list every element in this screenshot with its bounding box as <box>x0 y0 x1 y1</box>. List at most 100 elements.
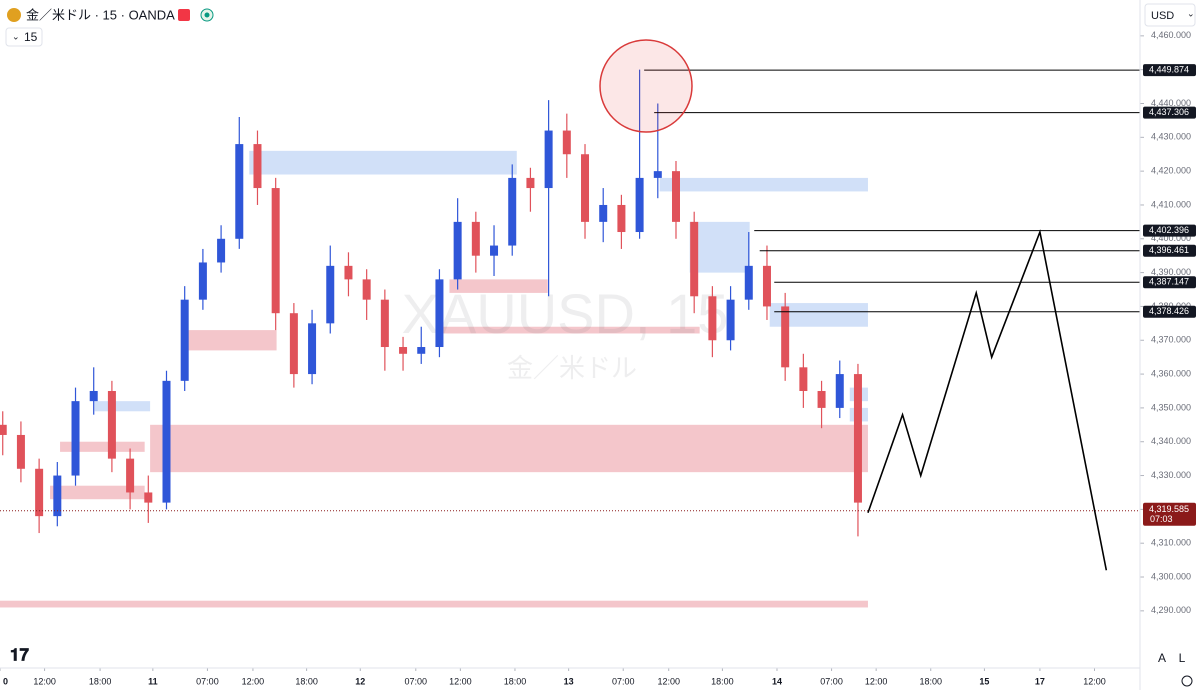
y-tick-label: 4,430.000 <box>1151 132 1191 142</box>
flag-icon[interactable] <box>178 9 190 21</box>
candle-body <box>799 367 808 391</box>
countdown-label: 07:03 <box>1150 514 1173 524</box>
logo[interactable]: 𝟏𝟕 <box>10 645 29 664</box>
candle-body <box>708 296 717 341</box>
candle-body <box>380 299 389 348</box>
candle-body <box>16 434 25 469</box>
projection-line <box>867 229 1108 571</box>
level-label-box <box>1143 64 1196 77</box>
candle-body <box>162 380 171 503</box>
highlight-circle <box>599 39 693 133</box>
watermark-name: 金／米ドル <box>507 353 637 383</box>
level-label-box <box>1143 106 1196 119</box>
log-scale-button[interactable]: L <box>1179 651 1186 665</box>
candle-body <box>853 374 862 503</box>
candle-body <box>144 492 153 503</box>
interval-button[interactable] <box>5 27 43 47</box>
x-tick-label: 13 <box>564 676 574 686</box>
zone <box>186 330 277 351</box>
candle-body <box>126 458 135 493</box>
candle-body <box>0 424 7 435</box>
y-tick-label: 4,460.000 <box>1151 30 1191 40</box>
candle-body <box>198 262 207 300</box>
candle-body <box>544 130 553 189</box>
level-label-box <box>1143 305 1196 318</box>
y-tick-label: 4,330.000 <box>1151 470 1191 480</box>
x-tick-label: 07:00 <box>820 676 843 686</box>
candle-body <box>35 468 44 517</box>
y-tick-label: 4,340.000 <box>1151 436 1191 446</box>
level-label-box <box>1143 224 1196 237</box>
candle-body <box>617 204 626 233</box>
candle-body <box>107 390 116 459</box>
candle-body <box>289 313 298 375</box>
level-label-box <box>1143 244 1196 257</box>
candle-body <box>690 221 699 297</box>
candle-body <box>71 401 80 476</box>
candle-body <box>526 177 535 189</box>
level-label: 4,437.306 <box>1149 107 1189 117</box>
candle-body <box>635 177 644 233</box>
x-tick-label: 07:00 <box>405 676 428 686</box>
zone <box>769 303 868 327</box>
candle-body <box>344 265 353 280</box>
x-tick-label: 14 <box>772 676 782 686</box>
y-tick-label: 4,410.000 <box>1151 199 1191 209</box>
level-label: 4,378.426 <box>1149 306 1189 316</box>
level-label: 4,449.874 <box>1149 64 1189 74</box>
zone <box>0 600 868 608</box>
candle-body <box>271 188 280 314</box>
x-tick-label: 12:00 <box>449 676 472 686</box>
x-tick-label: 18:00 <box>711 676 734 686</box>
candle-body <box>253 144 262 189</box>
symbol-title[interactable]: 金／米ドル · 15 · OANDA <box>26 7 175 22</box>
x-tick-label: 07:00 <box>612 676 635 686</box>
y-tick-label: 4,310.000 <box>1151 538 1191 548</box>
y-tick-label: 4,290.000 <box>1151 605 1191 615</box>
x-tick-label: 12 <box>355 676 365 686</box>
candle-body <box>217 238 226 263</box>
candle-body <box>362 279 371 300</box>
zone <box>449 279 548 293</box>
level-label: 4,387.147 <box>1149 277 1189 287</box>
zone <box>436 326 700 334</box>
level-label: 4,402.396 <box>1149 225 1189 235</box>
x-tick-label: 18:00 <box>919 676 942 686</box>
x-tick-label: 12:00 <box>242 676 265 686</box>
watermark-symbol: XAUUSD, 15 <box>402 282 729 345</box>
candle-body <box>453 221 462 280</box>
candle-body <box>435 279 444 348</box>
candle-body <box>744 265 753 300</box>
y-tick-label: 4,350.000 <box>1151 402 1191 412</box>
candle-body <box>562 130 571 155</box>
y-tick-label: 4,390.000 <box>1151 267 1191 277</box>
candle-body <box>762 265 771 307</box>
zone <box>150 424 868 473</box>
zone <box>94 401 151 412</box>
candle-body <box>817 390 826 408</box>
candle-body <box>581 154 590 222</box>
candle-body <box>671 171 680 222</box>
currency-button[interactable] <box>1144 3 1196 27</box>
symbol-icon <box>7 8 21 22</box>
y-tick-label: 4,370.000 <box>1151 335 1191 345</box>
settings-icon[interactable] <box>1181 675 1193 687</box>
candle-body <box>653 171 662 178</box>
currency-label: USD <box>1151 10 1174 22</box>
candle-body <box>835 374 844 408</box>
x-tick-label: 18:00 <box>295 676 318 686</box>
x-tick-label: 12:00 <box>657 676 680 686</box>
y-tick-label: 4,360.000 <box>1151 368 1191 378</box>
chevron: ⌄ <box>1187 8 1195 18</box>
zone <box>689 221 750 273</box>
last-price-label: 4,319.585 <box>1149 504 1189 514</box>
x-tick-label: 07:00 <box>196 676 219 686</box>
candle-body <box>508 177 517 246</box>
x-tick-label: 18:00 <box>504 676 527 686</box>
candle-body <box>53 475 62 517</box>
candle-body <box>89 390 98 402</box>
chevron: ⌄ <box>12 31 20 41</box>
y-tick-label: 4,400.000 <box>1151 233 1191 243</box>
auto-scale-button[interactable]: A <box>1158 651 1166 665</box>
